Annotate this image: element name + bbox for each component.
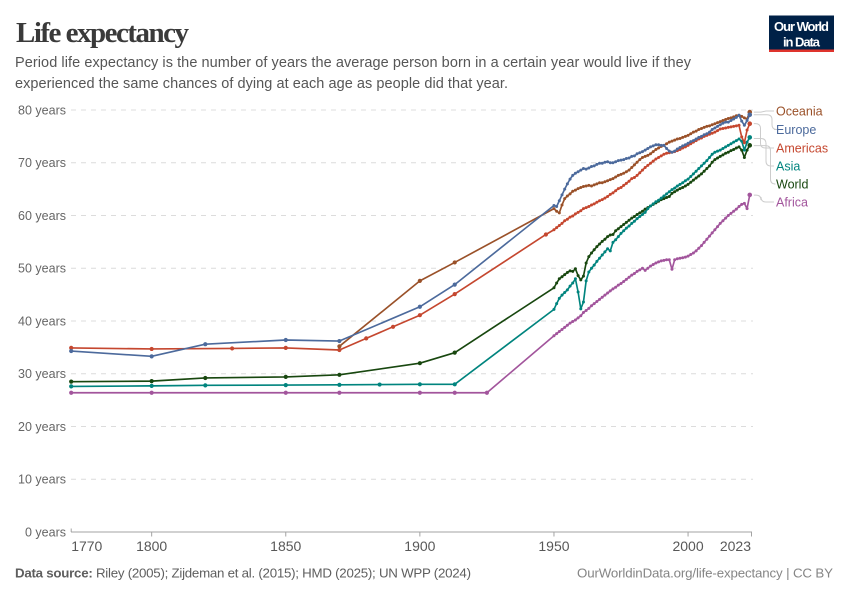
svg-text:Africa: Africa — [776, 195, 808, 209]
svg-text:Asia: Asia — [776, 159, 800, 173]
svg-text:2023: 2023 — [720, 538, 751, 554]
svg-text:40 years: 40 years — [18, 314, 66, 328]
svg-text:0 years: 0 years — [25, 525, 66, 539]
svg-text:1800: 1800 — [136, 538, 167, 554]
svg-text:in Data: in Data — [783, 34, 821, 49]
svg-text:20 years: 20 years — [18, 420, 66, 434]
svg-text:2000: 2000 — [672, 538, 703, 554]
svg-text:Americas: Americas — [776, 141, 828, 155]
svg-text:Data source: Riley (2005); Zij: Data source: Riley (2005); Zijdeman et a… — [15, 566, 471, 581]
svg-text:OurWorldinData.org/life-expect: OurWorldinData.org/life-expectancy | CC … — [577, 566, 833, 581]
svg-text:World: World — [776, 177, 808, 191]
svg-text:1900: 1900 — [404, 538, 435, 554]
svg-text:Oceania: Oceania — [776, 104, 823, 118]
svg-text:50 years: 50 years — [18, 262, 66, 276]
svg-text:1850: 1850 — [270, 538, 301, 554]
svg-text:experienced the same chances o: experienced the same chances of dying at… — [15, 76, 508, 92]
svg-text:80 years: 80 years — [18, 103, 66, 117]
svg-text:60 years: 60 years — [18, 209, 66, 223]
svg-text:Our World: Our World — [774, 19, 829, 34]
svg-text:70 years: 70 years — [18, 156, 66, 170]
svg-text:Period life expectancy is the: Period life expectancy is the number of … — [15, 55, 692, 71]
svg-text:30 years: 30 years — [18, 367, 66, 381]
svg-text:1770: 1770 — [71, 538, 102, 554]
svg-text:1950: 1950 — [538, 538, 569, 554]
svg-text:10 years: 10 years — [18, 473, 66, 487]
svg-text:Life expectancy: Life expectancy — [16, 17, 190, 49]
svg-text:Europe: Europe — [776, 123, 816, 137]
